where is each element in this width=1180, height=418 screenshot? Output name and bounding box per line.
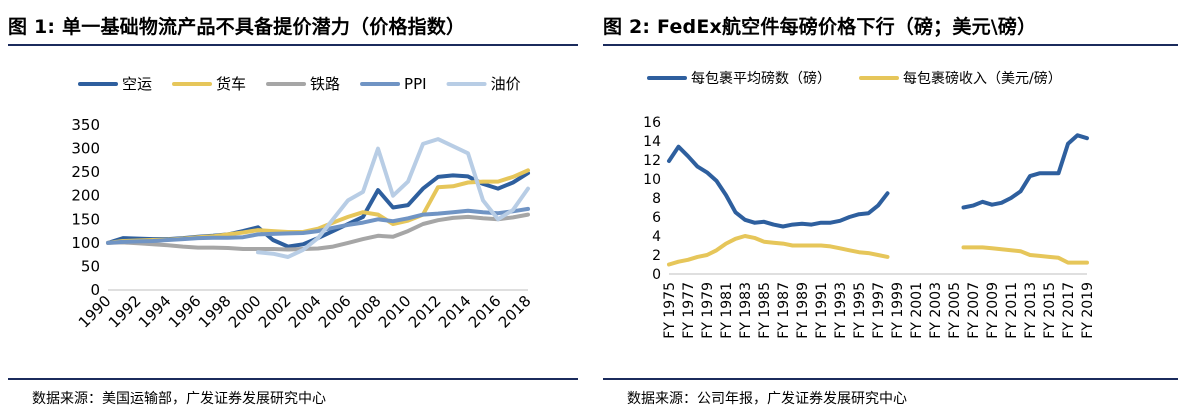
right-x-tick-label: FY 1987 xyxy=(776,282,792,339)
left-y-tick-label: 200 xyxy=(71,187,100,205)
left-x-tick-label: 2004 xyxy=(285,292,325,332)
right-x-tick-label: FY 2009 xyxy=(985,282,1001,339)
right-series-line xyxy=(667,144,890,229)
right-figure-panel: 图 2: FedEx航空件每磅价格下行（磅；美元\磅） 0 2 4 6 8 10 12 14 1… xyxy=(595,0,1180,418)
right-y-tick-label: 14 xyxy=(643,134,661,150)
left-x-tick-label: 2006 xyxy=(315,292,355,332)
right-x-tick-label: FY 2007 xyxy=(966,282,982,339)
left-line-chart: 0 50 100 150 200 250 300 350 1990199219941996199… xyxy=(71,75,535,332)
left-x-tick-label: 2014 xyxy=(435,292,475,332)
right-source-rule xyxy=(603,378,1178,380)
left-series-line xyxy=(106,212,530,252)
left-legend-label: 铁路 xyxy=(310,75,340,93)
right-series-line xyxy=(961,133,1089,210)
right-x-tick-label: FY 2003 xyxy=(928,282,944,339)
right-legend-label: 每包裹平均磅数（磅） xyxy=(691,70,831,87)
left-x-tick-label: 2000 xyxy=(225,292,265,332)
left-title-rule xyxy=(8,44,578,46)
left-source-rule xyxy=(8,378,578,380)
left-series-line xyxy=(256,137,530,259)
left-y-tick-label: 150 xyxy=(71,210,100,228)
right-series-line xyxy=(667,234,890,267)
right-y-tick-label: 8 xyxy=(652,191,661,207)
right-y-tick-label: 16 xyxy=(643,115,661,131)
left-x-tick-label: 1990 xyxy=(75,292,115,332)
right-x-tick-label: FY 2013 xyxy=(1023,282,1039,339)
right-x-tick-label: FY 1983 xyxy=(738,282,754,339)
right-source-note: 数据来源：公司年报，广发证券发展研究中心 xyxy=(627,391,907,407)
right-x-tick-label: FY 1989 xyxy=(795,282,811,339)
left-x-tick-label: 2012 xyxy=(405,292,445,332)
right-x-tick-label: FY 1985 xyxy=(757,282,773,339)
left-x-tick-label: 1998 xyxy=(195,292,235,332)
left-y-tick-label: 100 xyxy=(71,234,100,252)
right-x-tick-label: FY 1999 xyxy=(890,282,906,339)
right-x-tick-label: FY 1995 xyxy=(852,282,868,339)
left-legend-label: 空运 xyxy=(122,75,152,93)
left-y-tick-label: 250 xyxy=(71,163,100,181)
right-figure-title: 图 2: FedEx航空件每磅价格下行（磅；美元\磅） xyxy=(603,16,1037,38)
left-source-note: 数据来源：美国运输部，广发证券发展研究中心 xyxy=(32,391,326,407)
left-figure-panel: 图 1: 单一基础物流产品不具备提价潜力（价格指数） 0 50 100 150 200 2… xyxy=(8,16,578,407)
right-series-line xyxy=(961,245,1089,265)
left-x-tick-label: 2008 xyxy=(345,292,385,332)
right-x-tick-label: FY 1997 xyxy=(871,282,887,339)
right-x-tick-label: FY 1975 xyxy=(662,282,678,339)
right-y-tick-label: 0 xyxy=(652,267,661,283)
left-legend-label: PPI xyxy=(404,75,427,93)
right-x-tick-label: FY 2005 xyxy=(947,282,963,339)
right-y-tick-label: 10 xyxy=(643,172,661,188)
right-legend-label: 每包裹磅收入（美元/磅） xyxy=(903,70,1062,87)
right-y-tick-label: 6 xyxy=(652,210,661,226)
left-legend-label: 货车 xyxy=(216,75,246,93)
right-x-tick-label: FY 1981 xyxy=(719,282,735,339)
left-x-tick-label: 1996 xyxy=(165,292,205,332)
right-x-tick-label: FY 2015 xyxy=(1042,282,1058,339)
left-x-tick-label: 2002 xyxy=(255,292,295,332)
right-x-tick-label: FY 2017 xyxy=(1061,282,1077,339)
left-figure-title: 图 1: 单一基础物流产品不具备提价潜力（价格指数） xyxy=(8,16,466,38)
left-y-tick-label: 0 xyxy=(90,281,100,299)
left-y-tick-label: 50 xyxy=(81,257,100,275)
right-x-tick-label: FY 1991 xyxy=(814,282,830,339)
left-x-tick-label: 2018 xyxy=(495,292,535,332)
left-x-tick-label: 2010 xyxy=(375,292,415,332)
left-legend-label: 油价 xyxy=(491,75,521,93)
right-x-tick-label: FY 2019 xyxy=(1080,282,1096,339)
left-y-tick-label: 350 xyxy=(71,116,100,134)
right-y-tick-label: 2 xyxy=(652,248,661,264)
left-y-tick-label: 300 xyxy=(71,140,100,158)
right-x-tick-label: FY 1977 xyxy=(681,282,697,339)
right-x-tick-label: FY 2001 xyxy=(909,282,925,339)
right-y-tick-label: 12 xyxy=(643,153,661,169)
right-x-tick-label: FY 2011 xyxy=(1004,282,1020,339)
right-title-rule xyxy=(603,44,1178,46)
left-series-line xyxy=(106,206,530,245)
left-x-tick-label: 1992 xyxy=(105,292,145,332)
left-x-tick-label: 2016 xyxy=(465,292,505,332)
right-x-tick-label: FY 1979 xyxy=(700,282,716,339)
left-x-tick-label: 1994 xyxy=(135,292,175,332)
right-y-tick-label: 4 xyxy=(652,229,661,245)
right-x-tick-label: FY 1993 xyxy=(833,282,849,339)
